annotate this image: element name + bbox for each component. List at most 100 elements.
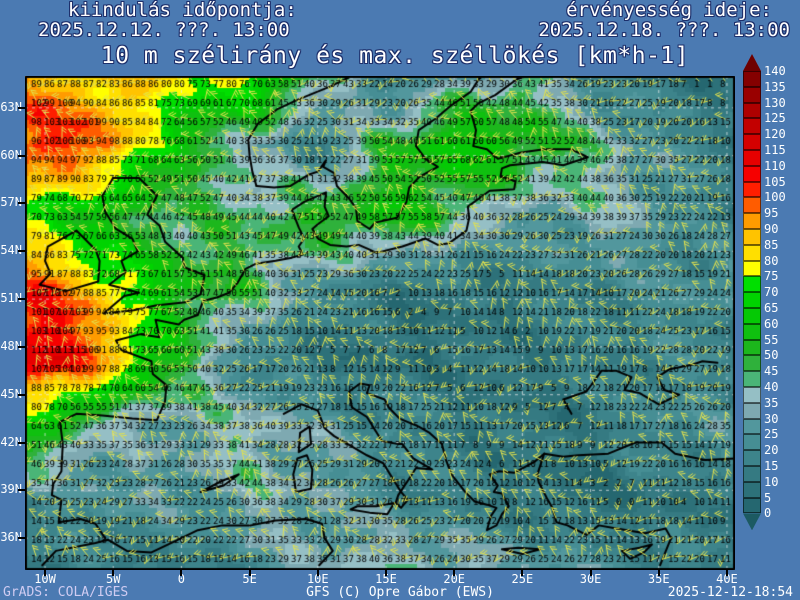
lat-tick-label: 57N — [0, 195, 22, 210]
colorbar-tick-label: 135 — [764, 79, 786, 94]
lat-tick-mark — [18, 537, 25, 540]
colorbar-tick-label: 5 — [764, 490, 772, 505]
lon-tick-mark — [44, 570, 47, 576]
colorbar-tick-label: 45 — [764, 364, 779, 379]
lon-tick-label: 15E — [375, 572, 397, 586]
colorbar-tick-label: 30 — [764, 411, 779, 426]
colorbar-tick-label: 60 — [764, 316, 779, 331]
colorbar-tick-label: 65 — [764, 301, 779, 315]
lat-tick-label: 48N — [0, 338, 22, 353]
colorbar-tick-label: 140 — [764, 64, 786, 78]
colorbar-tick-label: 80 — [764, 253, 779, 268]
lon-tick-label: 10W — [34, 572, 56, 586]
colorbar-box — [743, 466, 761, 482]
init-time-label: kiindulás időpontja: — [68, 0, 297, 21]
colorbar-box — [743, 244, 761, 261]
colorbar: 140 135 130 125 120 115 110 105 100 95 90 85 80 75 70 6… — [743, 54, 800, 534]
colorbar-tick-label: 10 — [764, 474, 779, 489]
lon-tick-label: 0 — [177, 572, 186, 586]
lon-tick-label: 35E — [647, 572, 670, 586]
colorbar-box — [743, 197, 761, 214]
colorbar-box — [743, 308, 761, 324]
lon-tick-mark — [248, 570, 251, 576]
colorbar-box — [743, 165, 761, 182]
lon-tick-label: 5W — [106, 572, 121, 586]
colorbar-tick-label: 0 — [764, 506, 772, 521]
page-title: 10 m szélirány és max. széllökés [km*h-1… — [100, 43, 690, 69]
colorbar-tick-label: 95 — [764, 206, 779, 221]
weather-map-canvas — [25, 76, 735, 570]
lon-tick-mark — [316, 570, 319, 576]
lon-tick-label: 30E — [579, 572, 602, 586]
lat-tick-label: 42N — [0, 434, 22, 449]
lon-tick-label: 10E — [306, 572, 329, 586]
lat-tick-label: 36N — [0, 530, 22, 545]
colorbar-tick-label: 55 — [764, 332, 779, 347]
init-time-value: 2025.12.12. ???. 13:00 — [38, 19, 290, 41]
generated-timestamp: 2025-12-12-18:54 — [667, 585, 793, 600]
lon-tick-mark — [521, 570, 524, 576]
colorbar-tick-label: 110 — [764, 158, 786, 173]
colorbar-arrow-down — [743, 513, 761, 531]
lon-tick-mark — [453, 570, 456, 576]
lat-tick-mark — [18, 393, 25, 396]
colorbar-box — [743, 450, 761, 466]
credit-text: GFS (C) Opre Gábor (EWS) — [306, 585, 494, 600]
lat-tick-label: 51N — [0, 291, 22, 306]
lat-tick-mark — [18, 202, 25, 205]
lon-tick-label: 40E — [716, 572, 738, 586]
lon-tick-mark — [725, 570, 728, 576]
colorbar-tick-label: 75 — [764, 269, 779, 284]
colorbar-box — [743, 118, 761, 135]
colorbar-box — [743, 402, 761, 419]
colorbar-tick-label: 105 — [764, 174, 786, 189]
lon-tick-label: 20E — [443, 572, 466, 586]
colorbar-box — [743, 134, 761, 150]
colorbar-tick-label: 120 — [764, 127, 786, 142]
lat-tick-mark — [18, 250, 25, 253]
colorbar-tick-label: 50 — [764, 348, 779, 363]
colorbar-arrow-up — [743, 54, 761, 71]
colorbar-box — [743, 213, 761, 229]
colorbar-box — [743, 371, 761, 387]
colorbar-tick-label: 25 — [764, 427, 779, 442]
colorbar-box — [743, 102, 761, 119]
colorbar-tick-label: 115 — [764, 143, 786, 157]
colorbar-box — [743, 323, 761, 340]
lon-tick-label: 5E — [242, 572, 257, 586]
colorbar-tick-label: 70 — [764, 285, 779, 300]
colorbar-tick-label: 85 — [764, 237, 779, 252]
colorbar-box — [743, 71, 761, 87]
colorbar-tick-label: 100 — [764, 190, 786, 205]
lat-tick-mark — [18, 345, 25, 348]
lat-tick-mark — [18, 489, 25, 492]
colorbar-box — [743, 292, 761, 308]
colorbar-box — [743, 497, 761, 514]
colorbar-tick-label: 130 — [764, 95, 786, 110]
colorbar-box — [743, 181, 761, 198]
colorbar-tick-label: 20 — [764, 443, 779, 458]
lat-tick-label: 60N — [0, 147, 22, 162]
lat-tick-mark — [18, 106, 25, 109]
lat-tick-label: 39N — [0, 482, 22, 497]
lat-tick-mark — [18, 298, 25, 301]
colorbar-box — [743, 339, 761, 356]
colorbar-box — [743, 229, 761, 245]
colorbar-box — [743, 355, 761, 372]
colorbar-box — [743, 434, 761, 451]
grads-watermark: GrADS: COLA/IGES — [3, 585, 129, 600]
valid-time-value: 2025.12.18. ???. 13:00 — [538, 19, 790, 41]
lon-tick-mark — [385, 570, 387, 576]
colorbar-box — [743, 150, 761, 166]
lon-tick-label: 25E — [511, 572, 534, 586]
lat-tick-mark — [18, 441, 25, 444]
lon-tick-mark — [112, 570, 115, 576]
colorbar-box — [743, 276, 761, 293]
colorbar-box — [743, 481, 761, 498]
lon-tick-mark — [589, 570, 592, 576]
colorbar-box — [743, 418, 761, 435]
colorbar-tick-label: 40 — [764, 380, 779, 394]
colorbar-box — [743, 387, 761, 403]
lat-tick-label: 63N — [0, 99, 22, 114]
